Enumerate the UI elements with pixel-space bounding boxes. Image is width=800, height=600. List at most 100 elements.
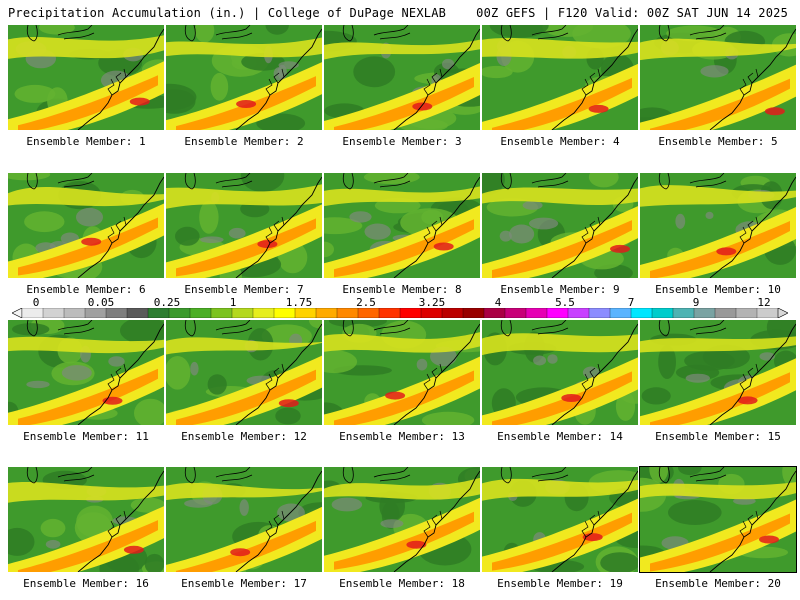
colorbar-tick-label: 4	[494, 296, 502, 309]
ensemble-member-label: Ensemble Member: 18	[339, 577, 465, 590]
precip-field	[482, 467, 638, 572]
ensemble-member-label: Ensemble Member: 19	[497, 577, 623, 590]
ensemble-member-label: Ensemble Member: 1	[26, 135, 146, 148]
precip-field	[8, 25, 164, 130]
ensemble-member-map	[482, 320, 638, 425]
ensemble-member-map	[640, 173, 796, 278]
colorbar-swatch	[546, 308, 569, 318]
colorbar-tick-label: 7	[627, 296, 635, 309]
colorbar-tick-label: 9	[692, 296, 700, 309]
ensemble-member-label: Ensemble Member: 4	[500, 135, 620, 148]
colorbar-swatch	[105, 308, 128, 318]
ensemble-member-label: Ensemble Member: 7	[184, 283, 304, 296]
ensemble-member-map	[8, 25, 164, 130]
precip-field	[482, 173, 638, 278]
colorbar-tick-label: 5.5	[555, 296, 575, 309]
colorbar-tick-label: 0	[32, 296, 40, 309]
precip-field	[640, 25, 796, 130]
colorbar-swatch	[735, 308, 758, 318]
ensemble-member-map	[166, 320, 322, 425]
precip-field	[8, 320, 164, 425]
ensemble-member-map	[166, 467, 322, 572]
colorbar-swatch	[504, 308, 527, 318]
precip-field	[482, 25, 638, 130]
colorbar-swatch	[525, 308, 548, 318]
ensemble-member-label: Ensemble Member: 2	[184, 135, 304, 148]
colorbar-swatch	[231, 308, 254, 318]
colorbar-swatch	[630, 308, 653, 318]
colorbar-swatch	[21, 308, 44, 318]
precip-field	[166, 173, 322, 278]
colorbar-swatch	[252, 308, 275, 318]
ensemble-member-map	[640, 320, 796, 425]
precip-field	[640, 173, 796, 278]
ensemble-member-map	[482, 467, 638, 572]
colorbar-tick-label: 1	[229, 296, 237, 309]
ensemble-member-label: Ensemble Member: 10	[655, 283, 781, 296]
ensemble-member-map	[482, 25, 638, 130]
ensemble-member-label: Ensemble Member: 20	[655, 577, 781, 590]
colorbar-swatch	[399, 308, 422, 318]
precip-field	[324, 25, 480, 130]
ensemble-member-map	[324, 173, 480, 278]
colorbar-swatch	[588, 308, 611, 318]
precip-field	[8, 467, 164, 572]
colorbar-swatch	[714, 308, 737, 318]
colorbar-tick-label: 0.05	[87, 296, 115, 309]
ensemble-member-label: Ensemble Member: 11	[23, 430, 149, 443]
colorbar-swatch	[294, 308, 317, 318]
ensemble-member-label: Ensemble Member: 5	[658, 135, 778, 148]
ensemble-member-label: Ensemble Member: 3	[342, 135, 462, 148]
precip-field	[482, 320, 638, 425]
colorbar-tick-label: 3.25	[418, 296, 446, 309]
precip-field	[324, 320, 480, 425]
colorbar-tick-label: 12	[757, 296, 771, 309]
colorbar-swatch	[63, 308, 86, 318]
ensemble-member-map	[482, 173, 638, 278]
colorbar-tick-label: 1.75	[285, 296, 313, 309]
ensemble-member-map	[324, 467, 480, 572]
precip-field	[640, 320, 796, 425]
colorbar-swatch	[189, 308, 212, 318]
ensemble-member-label: Ensemble Member: 12	[181, 430, 307, 443]
ensemble-member-label: Ensemble Member: 8	[342, 283, 462, 296]
precip-colorbar	[12, 308, 788, 318]
ensemble-member-map	[639, 466, 797, 573]
colorbar-min-arrow	[12, 308, 23, 318]
colorbar-swatch	[483, 308, 506, 318]
precip-field	[8, 173, 164, 278]
colorbar-swatch	[42, 308, 65, 318]
ensemble-member-label: Ensemble Member: 15	[655, 430, 781, 443]
ensemble-member-map	[324, 320, 480, 425]
colorbar-swatch	[147, 308, 170, 318]
ensemble-member-map	[8, 173, 164, 278]
precip-field	[324, 467, 480, 572]
ensemble-member-label: Ensemble Member: 14	[497, 430, 623, 443]
colorbar-swatch	[210, 308, 233, 318]
colorbar-swatch	[693, 308, 716, 318]
colorbar-swatch	[336, 308, 359, 318]
colorbar-swatch	[420, 308, 443, 318]
colorbar-max-arrow	[777, 308, 788, 318]
colorbar-swatch	[672, 308, 695, 318]
colorbar-swatch	[462, 308, 485, 318]
ensemble-member-map	[166, 173, 322, 278]
ensemble-member-label: Ensemble Member: 9	[500, 283, 620, 296]
ensemble-member-map	[324, 25, 480, 130]
colorbar-swatch	[378, 308, 401, 318]
colorbar-swatch	[273, 308, 296, 318]
ensemble-member-label: Ensemble Member: 6	[26, 283, 146, 296]
ensemble-member-map	[8, 467, 164, 572]
colorbar-swatch	[315, 308, 338, 318]
precip-field	[640, 467, 796, 572]
colorbar-tick-label: 2.5	[356, 296, 376, 309]
colorbar-tick-label: 0.25	[153, 296, 181, 309]
precip-field	[166, 320, 322, 425]
model-valid-time: 00Z GEFS | F120 Valid: 00Z SAT JUN 14 20…	[476, 6, 788, 20]
colorbar-swatch	[756, 308, 779, 318]
colorbar-swatch	[441, 308, 464, 318]
precip-field	[166, 25, 322, 130]
ensemble-member-map	[8, 320, 164, 425]
ensemble-member-label: Ensemble Member: 16	[23, 577, 149, 590]
colorbar-swatch	[126, 308, 149, 318]
